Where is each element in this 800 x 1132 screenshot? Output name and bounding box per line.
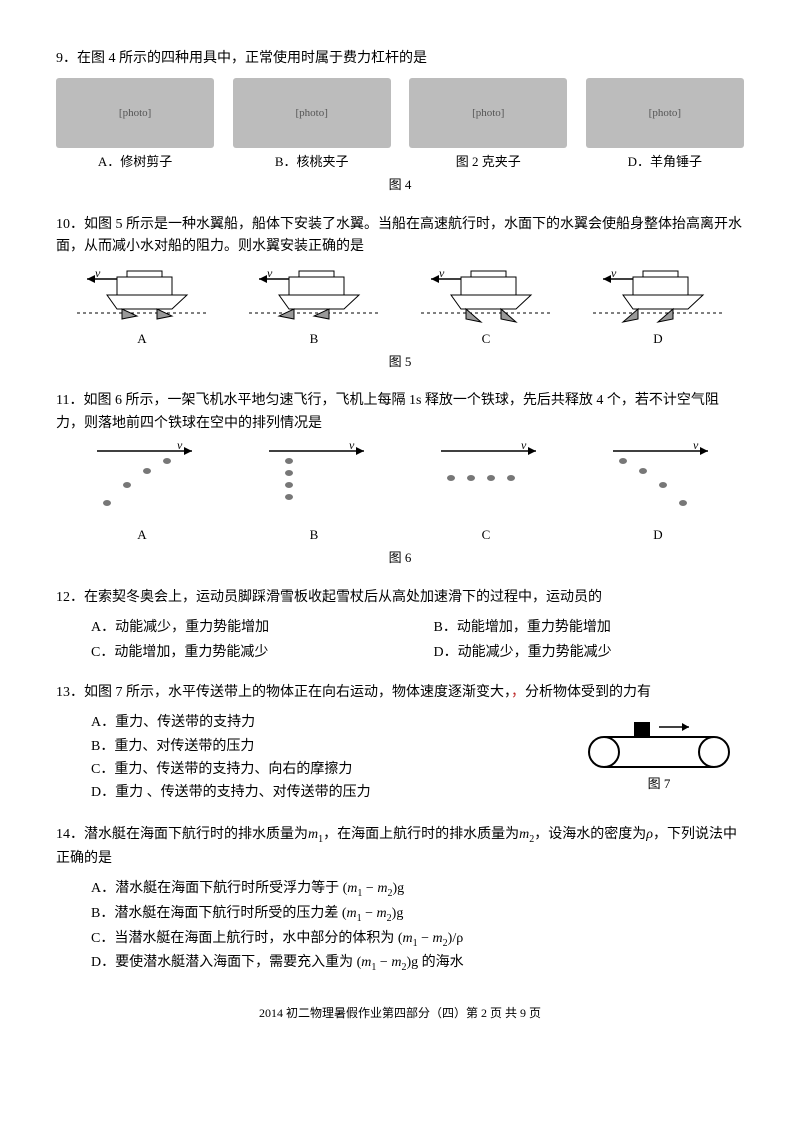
q10-label-c: C: [407, 329, 565, 350]
q13-opt-d: D．重力 、传送带的支持力、对传送带的压力: [91, 782, 574, 804]
q14-text-a: 14．潜水艇在海面下航行时的排水质量为: [56, 827, 308, 842]
q13-opt-b: B．重力、对传送带的压力: [91, 736, 574, 758]
svg-text:v: v: [693, 443, 699, 452]
q9-opt-d-label: 羊角锤子: [650, 154, 702, 169]
svg-text:v: v: [439, 267, 445, 280]
svg-text:v: v: [267, 267, 273, 280]
q10-boat-c: v C: [407, 267, 565, 350]
q9-fig-caption: 图 4: [56, 175, 744, 196]
q10-label-b: B: [235, 329, 393, 350]
svg-text:v: v: [611, 267, 617, 280]
q9-text: 9．在图 4 所示的四种用具中，正常使用时属于费力杠杆的是: [56, 48, 744, 70]
q9-opt-d-key: D．: [628, 154, 650, 169]
q9-opt-a: [photo] A．修树剪子: [56, 78, 214, 173]
svg-text:v: v: [95, 267, 101, 280]
q10-figure-row: v A v: [56, 267, 744, 350]
q9-opt-a-label: 修树剪子: [120, 154, 172, 169]
question-9: 9．在图 4 所示的四种用具中，正常使用时属于费力杠杆的是 [photo] A．…: [56, 48, 744, 196]
q12-text: 12．在索契冬奥会上，运动员脚踩滑雪板收起雪杖后从高处加速滑下的过程中，运动员的: [56, 587, 744, 609]
q11-fig-c: v C: [407, 443, 565, 546]
q11-fig-caption: 图 6: [56, 548, 744, 569]
q9-opt-b-label: 核桃夹子: [297, 154, 349, 169]
page-footer: 2014 初二物理暑假作业第四部分（四）第 2 页 共 9 页: [56, 1004, 744, 1023]
q11-fig-b: v B: [235, 443, 393, 546]
q9-opt-b: [photo] B．核桃夹子: [233, 78, 391, 173]
q9-img-b: [photo]: [233, 78, 391, 148]
q9-img-c: [photo]: [409, 78, 567, 148]
q13-text-a: 13．如图 7 所示，水平传送带上的物体正在向右运动，物体速度逐渐变大，: [56, 685, 511, 700]
question-12: 12．在索契冬奥会上，运动员脚踩滑雪板收起雪杖后从高处加速滑下的过程中，运动员的…: [56, 587, 744, 664]
q14-opt-a: A．潜水艇在海面下航行时所受浮力等于 (m1 − m2)g: [91, 878, 744, 902]
q10-boat-a: v A: [63, 267, 221, 350]
q14-text-c: ，设海水的密度为: [534, 827, 646, 842]
q14-opt-d: D．要使潜水艇潜入海面下，需要充入重为 (m1 − m2)g 的海水: [91, 952, 744, 976]
q13-fig-caption: 图 7: [574, 774, 744, 795]
svg-text:v: v: [349, 443, 355, 452]
q11-label-a: A: [63, 525, 221, 546]
q9-options: [photo] A．修树剪子 [photo] B．核桃夹子 [photo] 图 …: [56, 78, 744, 173]
q11-label-b: B: [235, 525, 393, 546]
q11-text: 11．如图 6 所示，一架飞机水平地匀速飞行，飞机上每隔 1s 释放一个铁球，先…: [56, 390, 744, 435]
q13-opt-a: A．重力、传送带的支持力: [91, 712, 574, 734]
q13-options: A．重力、传送带的支持力 B．重力、对传送带的压力 C．重力、传送带的支持力、向…: [91, 712, 574, 806]
q13-text-b: 分析物体受到的力有: [525, 685, 651, 700]
q10-boat-b: v B: [235, 267, 393, 350]
q9-opt-b-key: B．: [275, 154, 297, 169]
q10-label-d: D: [579, 329, 737, 350]
q9-opt-a-key: A．: [98, 154, 120, 169]
q9-opt-c-pre: 图 2: [456, 154, 479, 169]
q13-opt-c: C．重力、传送带的支持力、向右的摩擦力: [91, 759, 574, 781]
q11-label-c: C: [407, 525, 565, 546]
q13-text: 13．如图 7 所示，水平传送带上的物体正在向右运动，物体速度逐渐变大，，分析物…: [56, 682, 744, 704]
q9-img-a: [photo]: [56, 78, 214, 148]
q9-opt-c-label: 克夹子: [482, 154, 521, 169]
q10-boat-d: v D: [579, 267, 737, 350]
q14-opt-b: B．潜水艇在海面下航行时所受的压力差 (m1 − m2)g: [91, 903, 744, 927]
q10-label-a: A: [63, 329, 221, 350]
q12-opt-b: B．动能增加，重力势能增加: [434, 617, 745, 639]
q10-fig-caption: 图 5: [56, 352, 744, 373]
q12-opt-d: D．动能减少，重力势能减少: [434, 642, 745, 664]
q11-fig-d: v D: [579, 443, 737, 546]
q9-opt-c: [photo] 图 2 克夹子: [409, 78, 567, 173]
q11-label-d: D: [579, 525, 737, 546]
q12-opt-c: C．动能增加，重力势能减少: [91, 642, 402, 664]
svg-text:v: v: [177, 443, 183, 452]
q9-img-d: [photo]: [586, 78, 744, 148]
question-14: 14．潜水艇在海面下航行时的排水质量为m1，在海面上航行时的排水质量为m2，设海…: [56, 824, 744, 976]
q11-fig-a: v A: [63, 443, 221, 546]
q14-text: 14．潜水艇在海面下航行时的排水质量为m1，在海面上航行时的排水质量为m2，设海…: [56, 824, 744, 870]
q9-opt-d: [photo] D．羊角锤子: [586, 78, 744, 173]
question-11: 11．如图 6 所示，一架飞机水平地匀速飞行，飞机上每隔 1s 释放一个铁球，先…: [56, 390, 744, 568]
q14-options: A．潜水艇在海面下航行时所受浮力等于 (m1 − m2)g B．潜水艇在海面下航…: [91, 878, 744, 976]
question-13: 13．如图 7 所示，水平传送带上的物体正在向右运动，物体速度逐渐变大，，分析物…: [56, 682, 744, 806]
q12-options: A．动能减少，重力势能增加 B．动能增加，重力势能增加 C．动能增加，重力势能减…: [91, 617, 744, 664]
svg-text:v: v: [521, 443, 527, 452]
question-10: 10．如图 5 所示是一种水翼船，船体下安装了水翼。当船在高速航行时，水面下的水…: [56, 214, 744, 372]
q13-body: A．重力、传送带的支持力 B．重力、对传送带的压力 C．重力、传送带的支持力、向…: [56, 712, 744, 806]
q12-opt-a: A．动能减少，重力势能增加: [91, 617, 402, 639]
q11-figure-row: v A v B v: [56, 443, 744, 546]
q14-text-b: ，在海面上航行时的排水质量为: [323, 827, 519, 842]
q13-figure: 图 7: [574, 712, 744, 795]
q10-text: 10．如图 5 所示是一种水翼船，船体下安装了水翼。当船在高速航行时，水面下的水…: [56, 214, 744, 259]
q14-opt-c: C．当潜水艇在海面上航行时，水中部分的体积为 (m1 − m2)/ρ: [91, 928, 744, 952]
